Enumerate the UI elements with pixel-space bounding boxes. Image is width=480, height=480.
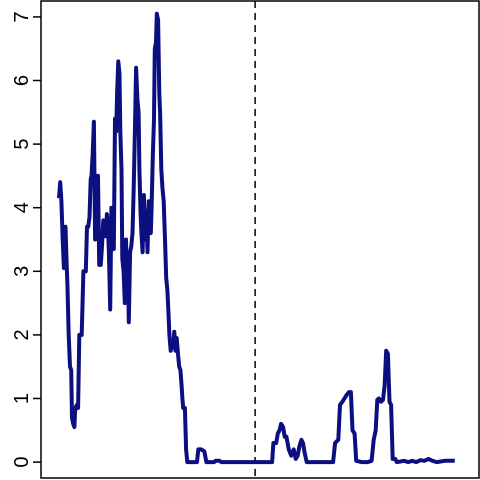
y-tick-label: 6 <box>11 75 33 86</box>
series-line-0 <box>57 11 455 465</box>
y-tick-label: 3 <box>11 266 33 277</box>
y-tick-label: 4 <box>11 202 33 213</box>
y-tick-label: 1 <box>11 393 33 404</box>
y-tick-label: 2 <box>11 329 33 340</box>
plot-frame <box>40 0 480 479</box>
y-tick-label: 5 <box>11 139 33 150</box>
series-layer <box>57 11 455 465</box>
y-tick-label: 7 <box>11 11 33 22</box>
y-axis: 0 1 2 3 4 5 6 7 <box>11 11 41 468</box>
y-tick-label: 0 <box>11 457 33 468</box>
